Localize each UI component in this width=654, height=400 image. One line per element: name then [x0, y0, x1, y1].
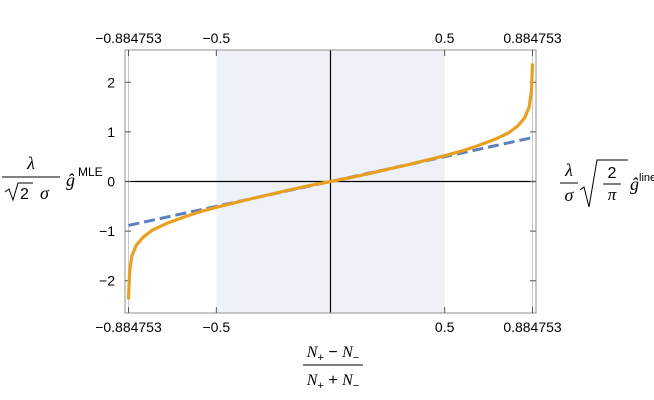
x-tick-label-top-1: −0.5 [203, 30, 231, 46]
y-tick-label-2: 0 [107, 174, 115, 190]
left-label-sqrt-sign [4, 182, 33, 202]
x-tick-label-bottom-3: 0.884753 [503, 319, 562, 335]
left-label-lambda: λ [26, 153, 35, 173]
x-tick-label-top-0: −0.884753 [95, 30, 162, 46]
right-label-g: ĝ [630, 174, 639, 194]
y-tick-label-3: 1 [107, 124, 115, 140]
x-tick-label-bottom-1: −0.5 [203, 319, 231, 335]
series-layer [126, 63, 535, 300]
series-line-mle [126, 63, 535, 300]
x-tick-label-top-3: 0.884753 [503, 30, 562, 46]
x-label-denominator: N+ + N− [306, 372, 359, 392]
ticks: −0.884753 −0.884753 −0.5 −0.5 0.5 0.5 0.884753… [95, 30, 562, 335]
right-label-frac-num: 2 [608, 165, 617, 182]
x-tick-label-bottom-2: 0.5 [435, 319, 455, 335]
x-tick-label-bottom-0: −0.884753 [95, 319, 162, 335]
right-axis-label: λ σ 2 π ĝ linear [560, 159, 654, 208]
left-axis-label: λ 2 σ ĝ MLE [2, 153, 103, 203]
left-label-g: ĝ [66, 170, 75, 190]
y-tick-label-0: −2 [99, 273, 115, 289]
right-label-sigma: σ [565, 185, 575, 205]
right-label-superscript: linear [639, 172, 654, 184]
x-tick-label-top-2: 0.5 [435, 30, 455, 46]
x-axis-label: N+ − N− N+ + N− [303, 344, 363, 392]
right-label-lambda: λ [564, 160, 573, 180]
left-label-superscript: MLE [78, 165, 103, 179]
series-line-linear [128, 136, 533, 227]
right-label-sqrt-sign [579, 159, 628, 208]
right-label-frac-den: π [608, 185, 617, 204]
x-label-numerator: N+ − N− [306, 344, 359, 364]
left-label-sqrt-arg: 2 [20, 186, 29, 203]
y-tick-label-4: 2 [107, 74, 115, 90]
left-label-sigma: σ [40, 183, 50, 203]
y-tick-label-1: −1 [99, 223, 115, 239]
